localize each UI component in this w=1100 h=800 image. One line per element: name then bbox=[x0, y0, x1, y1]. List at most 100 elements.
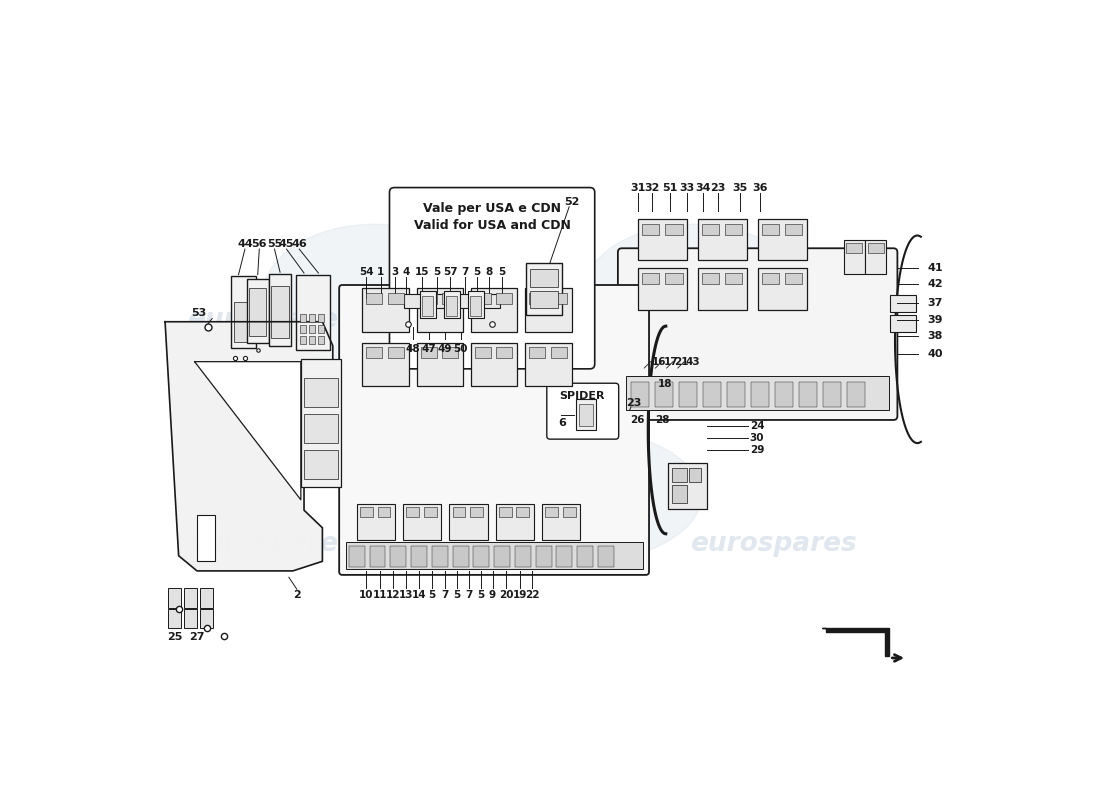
Bar bbox=[672, 468, 686, 482]
Bar bbox=[499, 507, 512, 518]
Text: 48: 48 bbox=[405, 344, 420, 354]
Bar bbox=[356, 504, 395, 540]
Bar bbox=[517, 507, 529, 518]
Polygon shape bbox=[165, 322, 333, 571]
Bar bbox=[442, 347, 459, 358]
Bar bbox=[349, 546, 365, 567]
Text: 29: 29 bbox=[750, 446, 764, 455]
Text: 43: 43 bbox=[685, 357, 701, 366]
Bar bbox=[542, 504, 581, 540]
Bar bbox=[526, 262, 562, 314]
Text: 13: 13 bbox=[399, 590, 414, 600]
Text: 34: 34 bbox=[695, 183, 711, 194]
Bar bbox=[575, 399, 596, 430]
Bar bbox=[689, 468, 701, 482]
Text: 47: 47 bbox=[421, 344, 436, 354]
Text: 41: 41 bbox=[927, 263, 944, 274]
Text: 24: 24 bbox=[750, 422, 764, 431]
Bar bbox=[424, 507, 437, 518]
Bar bbox=[578, 546, 593, 567]
Bar bbox=[300, 314, 307, 322]
Bar bbox=[697, 268, 747, 310]
Text: 5: 5 bbox=[428, 590, 436, 600]
Bar bbox=[442, 293, 459, 304]
Bar bbox=[304, 450, 338, 478]
Text: 19: 19 bbox=[513, 590, 527, 600]
Text: 20: 20 bbox=[498, 590, 514, 600]
Bar bbox=[406, 507, 419, 518]
Ellipse shape bbox=[398, 424, 702, 568]
Text: 16: 16 bbox=[652, 357, 667, 366]
Text: 51: 51 bbox=[662, 183, 678, 194]
Bar bbox=[300, 325, 307, 333]
Bar bbox=[197, 515, 215, 562]
Text: 49: 49 bbox=[438, 344, 452, 354]
Text: 3: 3 bbox=[392, 267, 398, 278]
Bar bbox=[598, 546, 614, 567]
Bar bbox=[703, 382, 720, 407]
Bar bbox=[318, 314, 324, 322]
Text: 17: 17 bbox=[663, 357, 678, 366]
Bar bbox=[470, 507, 483, 518]
Bar bbox=[309, 325, 316, 333]
Bar bbox=[631, 382, 649, 407]
Bar bbox=[727, 382, 745, 407]
Text: 15: 15 bbox=[415, 267, 429, 278]
Bar bbox=[272, 286, 289, 338]
Text: 52: 52 bbox=[564, 197, 580, 207]
Bar bbox=[362, 288, 408, 332]
Bar bbox=[304, 378, 338, 406]
Bar bbox=[638, 268, 688, 310]
Bar bbox=[725, 273, 742, 284]
FancyBboxPatch shape bbox=[339, 285, 649, 575]
Bar bbox=[656, 382, 673, 407]
FancyBboxPatch shape bbox=[389, 187, 595, 369]
Text: eurospares: eurospares bbox=[690, 307, 857, 333]
Bar bbox=[551, 293, 566, 304]
Bar bbox=[420, 347, 437, 358]
Bar bbox=[366, 347, 383, 358]
Bar bbox=[300, 359, 341, 486]
FancyBboxPatch shape bbox=[618, 248, 898, 420]
Bar bbox=[420, 290, 436, 318]
Text: 46: 46 bbox=[292, 239, 307, 250]
Bar bbox=[200, 610, 213, 629]
Bar bbox=[471, 288, 517, 332]
Bar bbox=[758, 268, 807, 310]
Bar bbox=[823, 382, 840, 407]
Text: 57: 57 bbox=[443, 267, 458, 278]
Text: 35: 35 bbox=[733, 183, 748, 194]
Bar bbox=[680, 382, 697, 407]
Bar bbox=[494, 546, 510, 567]
Bar bbox=[846, 243, 862, 253]
Text: 50: 50 bbox=[453, 344, 468, 354]
Bar bbox=[515, 546, 531, 567]
Bar bbox=[300, 336, 307, 344]
Bar bbox=[443, 290, 460, 318]
Bar bbox=[751, 382, 769, 407]
Polygon shape bbox=[195, 362, 300, 500]
Text: 7: 7 bbox=[465, 590, 472, 600]
Bar bbox=[470, 296, 482, 316]
Bar bbox=[890, 294, 916, 312]
Text: 9: 9 bbox=[488, 590, 496, 600]
Bar bbox=[546, 507, 558, 518]
Bar bbox=[184, 610, 197, 629]
Bar bbox=[525, 288, 572, 332]
Bar bbox=[377, 507, 390, 518]
Text: 54: 54 bbox=[359, 267, 374, 278]
Bar bbox=[231, 276, 256, 348]
Bar bbox=[417, 288, 463, 332]
Bar bbox=[638, 218, 688, 260]
Bar bbox=[758, 218, 807, 260]
Bar bbox=[345, 542, 642, 569]
Bar bbox=[362, 342, 408, 386]
Ellipse shape bbox=[263, 224, 486, 368]
Bar bbox=[422, 296, 433, 316]
Bar bbox=[626, 376, 890, 410]
Text: Vale per USA e CDN: Vale per USA e CDN bbox=[424, 202, 561, 215]
Text: 5: 5 bbox=[473, 267, 481, 278]
Text: 2: 2 bbox=[293, 590, 300, 600]
Bar bbox=[404, 294, 499, 308]
Bar bbox=[761, 273, 779, 284]
